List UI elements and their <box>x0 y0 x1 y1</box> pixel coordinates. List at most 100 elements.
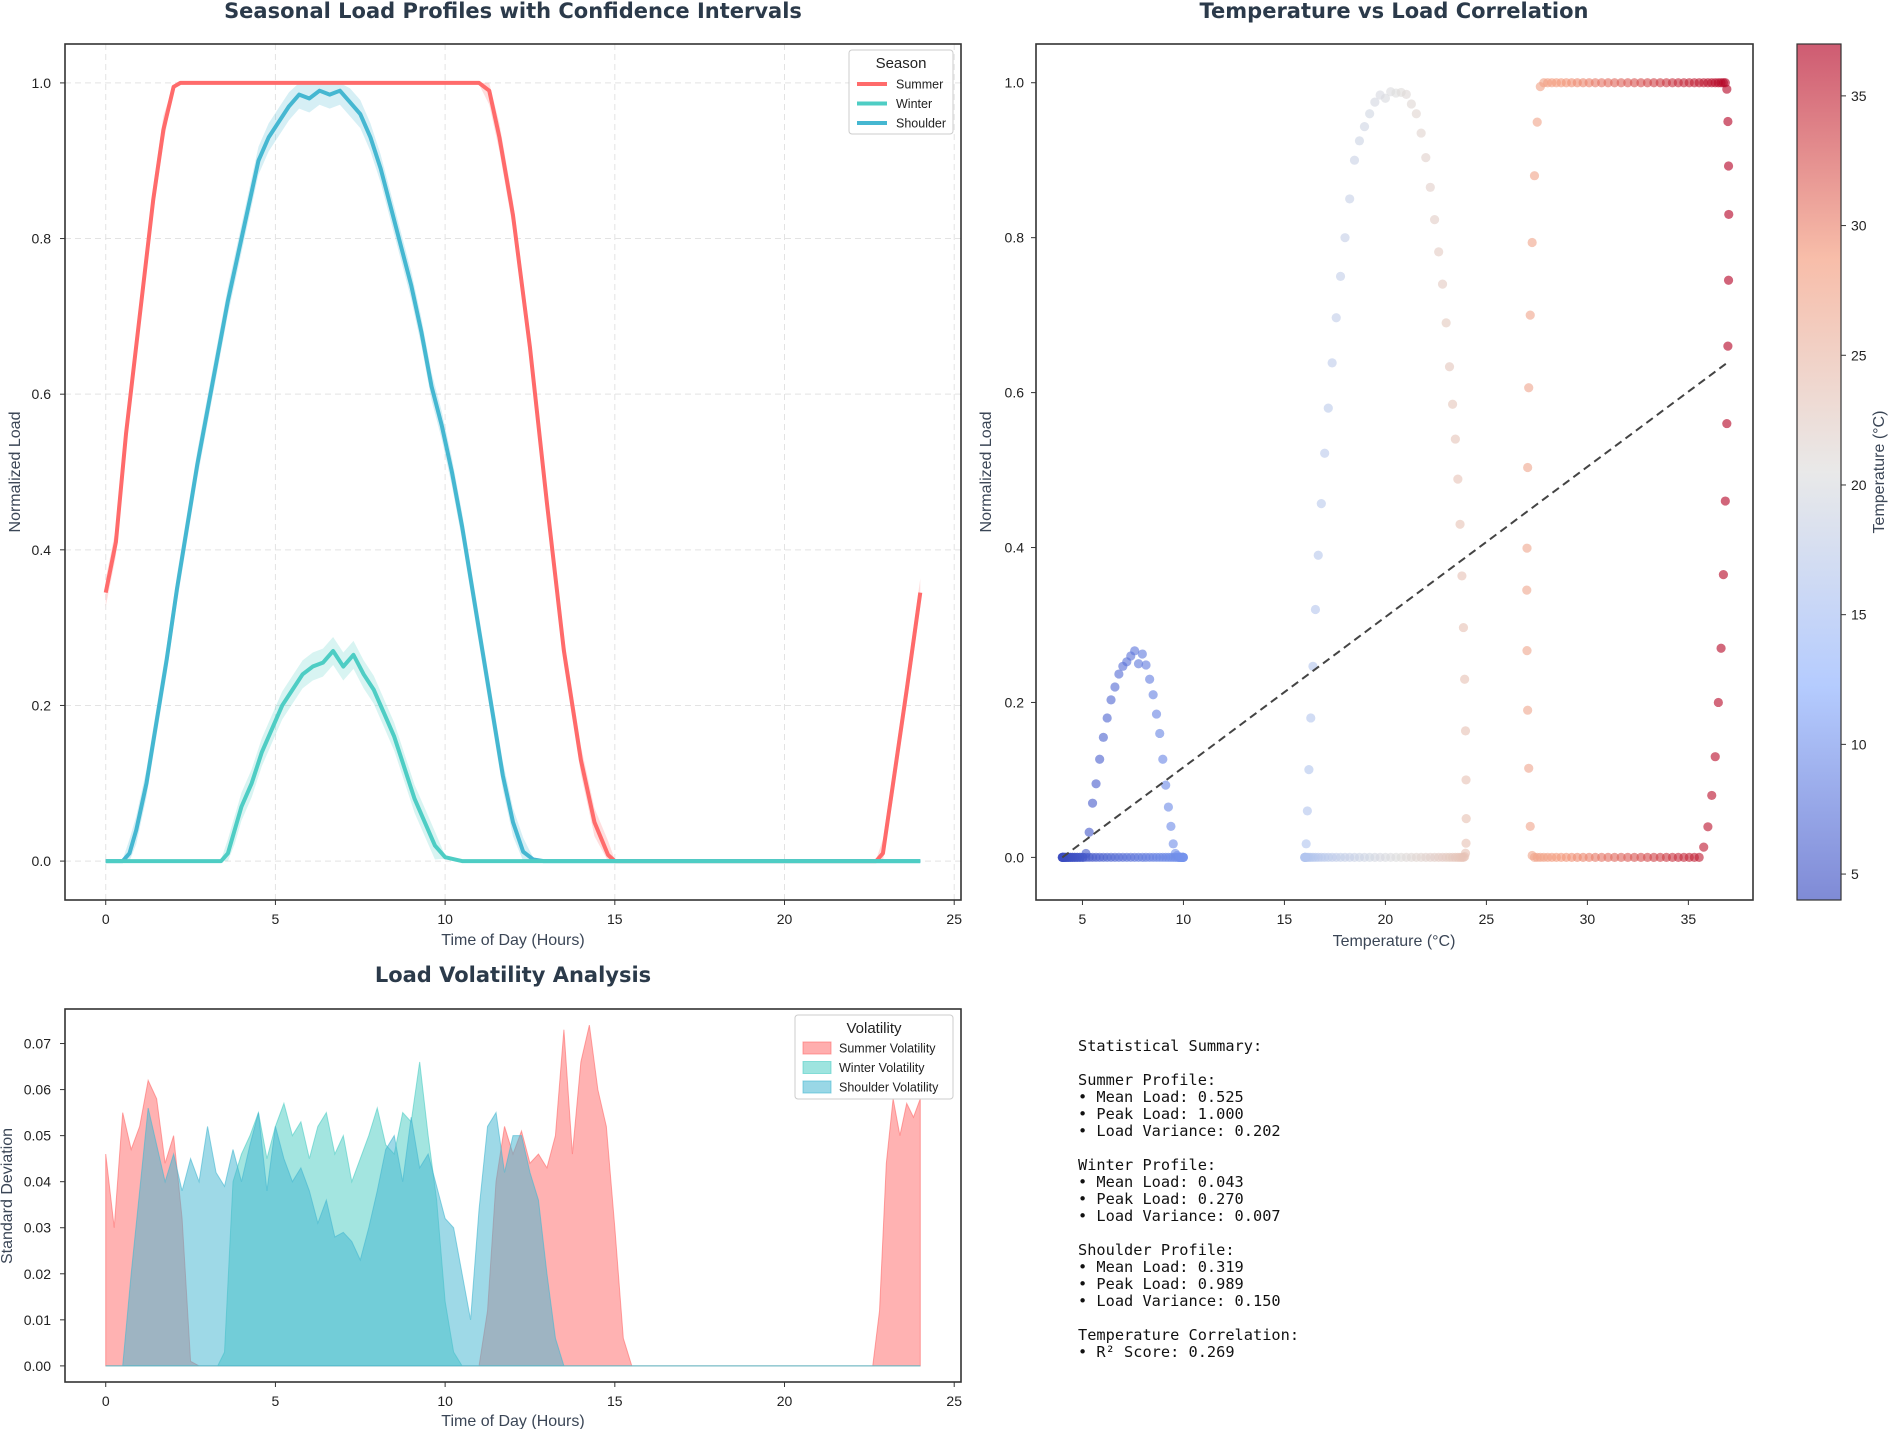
scatter-point-shoulder <box>1429 214 1440 225</box>
scatter-point-shoulder <box>1310 604 1321 615</box>
scatter-point-shoulder <box>1365 109 1375 119</box>
scatter-point-shoulder <box>1421 153 1431 163</box>
volatility-ytick-label: 0.06 <box>24 1082 51 1098</box>
scatter-point-summer <box>1522 543 1532 553</box>
scatter-point-winter <box>1087 798 1098 808</box>
scatter-point-winter <box>1145 674 1155 684</box>
scatter-point-summer <box>1597 852 1607 862</box>
scatter-point-shoulder <box>1359 122 1370 132</box>
scatter-point-summer <box>1523 462 1533 473</box>
scatter-point-summer <box>1723 275 1734 285</box>
volatility-ytick-label: 0.04 <box>24 1174 51 1190</box>
scatter-point-summer <box>1655 852 1665 862</box>
volatility-y-ticks: 0.00 0.01 0.02 0.03 0.04 0.05 0.06 0.07 <box>24 1036 65 1374</box>
stat-line: • Peak Load: 0.989 <box>1078 1275 1244 1293</box>
stat-line: • Peak Load: 0.270 <box>1078 1190 1244 1208</box>
stat-line: • Mean Load: 0.525 <box>1078 1088 1244 1106</box>
load-profile-chart: Seasonal Load Profiles with Confidence I… <box>7 0 962 949</box>
volatility-ytick-label: 0.07 <box>24 1036 51 1052</box>
volatility-xtick-label: 20 <box>777 1393 793 1409</box>
scatter-point-winter <box>1095 754 1105 764</box>
legend-label-winter-volatility: Winter Volatility <box>839 1061 925 1075</box>
volatility-ytick-label: 0.00 <box>24 1358 51 1374</box>
colorbar-tick-label: 20 <box>1851 477 1867 493</box>
scatter-point-summer <box>1525 310 1535 320</box>
stat-line: • Load Variance: 0.007 <box>1078 1207 1281 1225</box>
temperature-correlation-title: Temperature vs Load Correlation <box>1200 0 1589 23</box>
scatter-point-winter <box>1114 669 1124 679</box>
scatter-point-summer <box>1699 842 1709 852</box>
scatter-point-shoulder <box>1331 313 1341 323</box>
scatter-point-shoulder <box>1460 674 1470 684</box>
scatter-point-summer <box>1703 822 1713 832</box>
scatter-point-winter <box>1168 839 1178 849</box>
scatter-point-summer <box>1649 78 1659 88</box>
scatter-point-summer <box>1522 585 1532 595</box>
stat-line: Shoulder Profile: <box>1078 1241 1235 1259</box>
scatter-point-shoulder <box>1437 279 1448 289</box>
stat-line: Temperature Correlation: <box>1078 1326 1300 1344</box>
colorbar-tick-label: 30 <box>1851 218 1867 234</box>
scatter-point-shoulder <box>1345 194 1355 204</box>
temperature-xlabel: Temperature (°C) <box>1333 933 1456 950</box>
scatter-point-winter <box>1141 660 1151 670</box>
volatility-frame <box>64 1008 962 1383</box>
temperature-scatter-points <box>1057 78 1734 862</box>
stat-line: • Load Variance: 0.150 <box>1078 1292 1281 1310</box>
load-profile-confidence-bands <box>105 82 921 862</box>
confidence-band-winter <box>105 636 921 862</box>
load-profile-xtick-label: 0 <box>102 911 110 927</box>
scatter-point-winter <box>1133 659 1144 669</box>
temperature-xtick-label: 20 <box>1378 911 1394 927</box>
scatter-point-shoulder <box>1313 550 1323 560</box>
load-profile-xtick-label: 5 <box>272 911 280 927</box>
scatter-point-summer <box>1609 78 1620 88</box>
volatility-xlabel: Time of Day (Hours) <box>441 1413 584 1429</box>
legend-label-winter: Winter <box>896 97 932 111</box>
scatter-point-shoulder <box>1461 838 1471 848</box>
temperature-xtick-label: 25 <box>1479 911 1495 927</box>
scatter-point-shoulder <box>1411 109 1421 119</box>
scatter-point-shoulder <box>1425 182 1435 192</box>
scatter-point-winter <box>1084 827 1094 837</box>
scatter-point-shoulder <box>1453 474 1463 484</box>
scatter-point-summer <box>1720 496 1730 506</box>
volatility-ytick-label: 0.02 <box>24 1266 51 1282</box>
scatter-point-shoulder <box>1302 806 1312 816</box>
legend-swatch-winter-volatility <box>802 1061 832 1074</box>
temperature-ytick-label: 0.8 <box>1005 230 1025 246</box>
scatter-point-summer <box>1522 646 1532 656</box>
volatility-x-ticks: 0 5 10 15 20 25 <box>102 1382 962 1409</box>
scatter-point-summer <box>1527 850 1537 861</box>
scatter-point-summer <box>1525 821 1535 832</box>
area-shoulder-volatility <box>105 1107 921 1367</box>
scatter-point-shoulder <box>1354 136 1365 146</box>
season-legend: Season Summer Winter Shoulder <box>848 49 954 135</box>
scatter-point-shoulder <box>1461 814 1471 824</box>
temperature-y-ticks: 0.0 0.2 0.4 0.6 0.8 1.0 <box>1005 75 1036 865</box>
scatter-point-summer <box>1629 852 1639 862</box>
load-profile-ytick-label: 0.6 <box>32 386 52 402</box>
load-profile-ytick-label: 0.4 <box>32 542 52 558</box>
confidence-band-summer <box>105 82 921 862</box>
temperature-x-ticks: 5 10 15 20 25 30 35 <box>1079 900 1696 927</box>
scatter-point-shoulder <box>1327 358 1337 368</box>
scatter-point-winter <box>1166 821 1176 832</box>
volatility-ytick-label: 0.05 <box>24 1128 51 1144</box>
legend-label-summer: Summer <box>896 78 943 92</box>
scatter-point-summer <box>1649 852 1659 862</box>
scatter-point-shoulder <box>1301 839 1311 849</box>
scatter-point-summer <box>1723 116 1733 127</box>
scatter-point-shoulder <box>1380 93 1391 103</box>
scatter-point-summer <box>1527 237 1537 248</box>
stat-line <box>1078 1055 1299 1072</box>
scatter-point-summer <box>1532 117 1542 127</box>
scatter-point-shoulder <box>1457 571 1467 581</box>
stat-line: Statistical Summary: <box>1078 1037 1263 1055</box>
scatter-point-winter <box>1151 709 1162 719</box>
temperature-ytick-label: 0.0 <box>1005 849 1025 865</box>
scatter-point-summer <box>1523 705 1533 715</box>
scatter-point-summer <box>1723 161 1734 171</box>
load-profile-xtick-label: 10 <box>437 911 453 927</box>
volatility-legend-title: Volatility <box>846 1020 902 1037</box>
